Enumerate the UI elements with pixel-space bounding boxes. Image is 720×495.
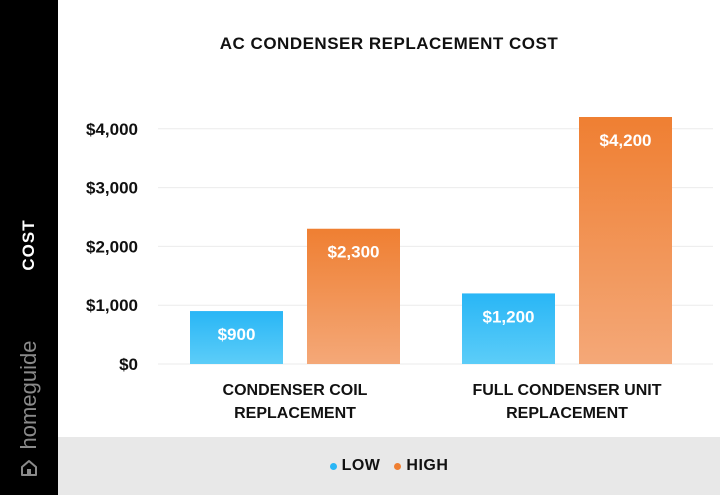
legend-swatch-high — [394, 462, 402, 470]
y-axis-label: COST — [19, 219, 38, 271]
legend-item-high: HIGH — [394, 457, 448, 475]
legend-item-low: LOW — [329, 457, 381, 475]
sidebar: COST homeguide — [0, 0, 58, 495]
legend: LOW HIGH — [58, 437, 720, 495]
bar-low-1 — [462, 293, 555, 364]
bar-low-0 — [190, 311, 283, 364]
brand-name: homeguide — [16, 340, 41, 450]
y-tick-label: $2,000 — [86, 237, 138, 256]
bar-value-label: $900 — [218, 325, 256, 344]
legend-label-high: HIGH — [406, 457, 449, 474]
chart-title: AC CONDENSER REPLACEMENT COST — [219, 34, 559, 53]
bar-value-label: $4,200 — [600, 131, 652, 150]
bar-value-label: $1,200 — [483, 307, 535, 326]
y-tick-label: $3,000 — [86, 179, 138, 198]
bar-high-0 — [307, 228, 400, 364]
x-category-label: CONDENSER COIL REPLACEMENT — [223, 382, 368, 422]
x-category-label: FULL CONDENSER UNIT REPLACEMENT — [472, 382, 661, 422]
legend-swatch-low — [329, 462, 337, 470]
brand: homeguide — [0, 320, 58, 490]
bar-high-1 — [579, 117, 672, 364]
y-tick-label: $4,000 — [86, 120, 138, 139]
house-icon — [21, 460, 37, 476]
legend-label-low: LOW — [341, 457, 381, 474]
y-tick-label: $0 — [119, 355, 138, 374]
bar-chart: $0 $1,000 $2,000 $3,000 $4,000 $900 $1,200 $2,3… — [86, 117, 713, 422]
y-axis-label-container: COST — [0, 180, 58, 310]
bar-value-label: $2,300 — [328, 243, 380, 262]
y-tick-label: $1,000 — [86, 296, 138, 315]
